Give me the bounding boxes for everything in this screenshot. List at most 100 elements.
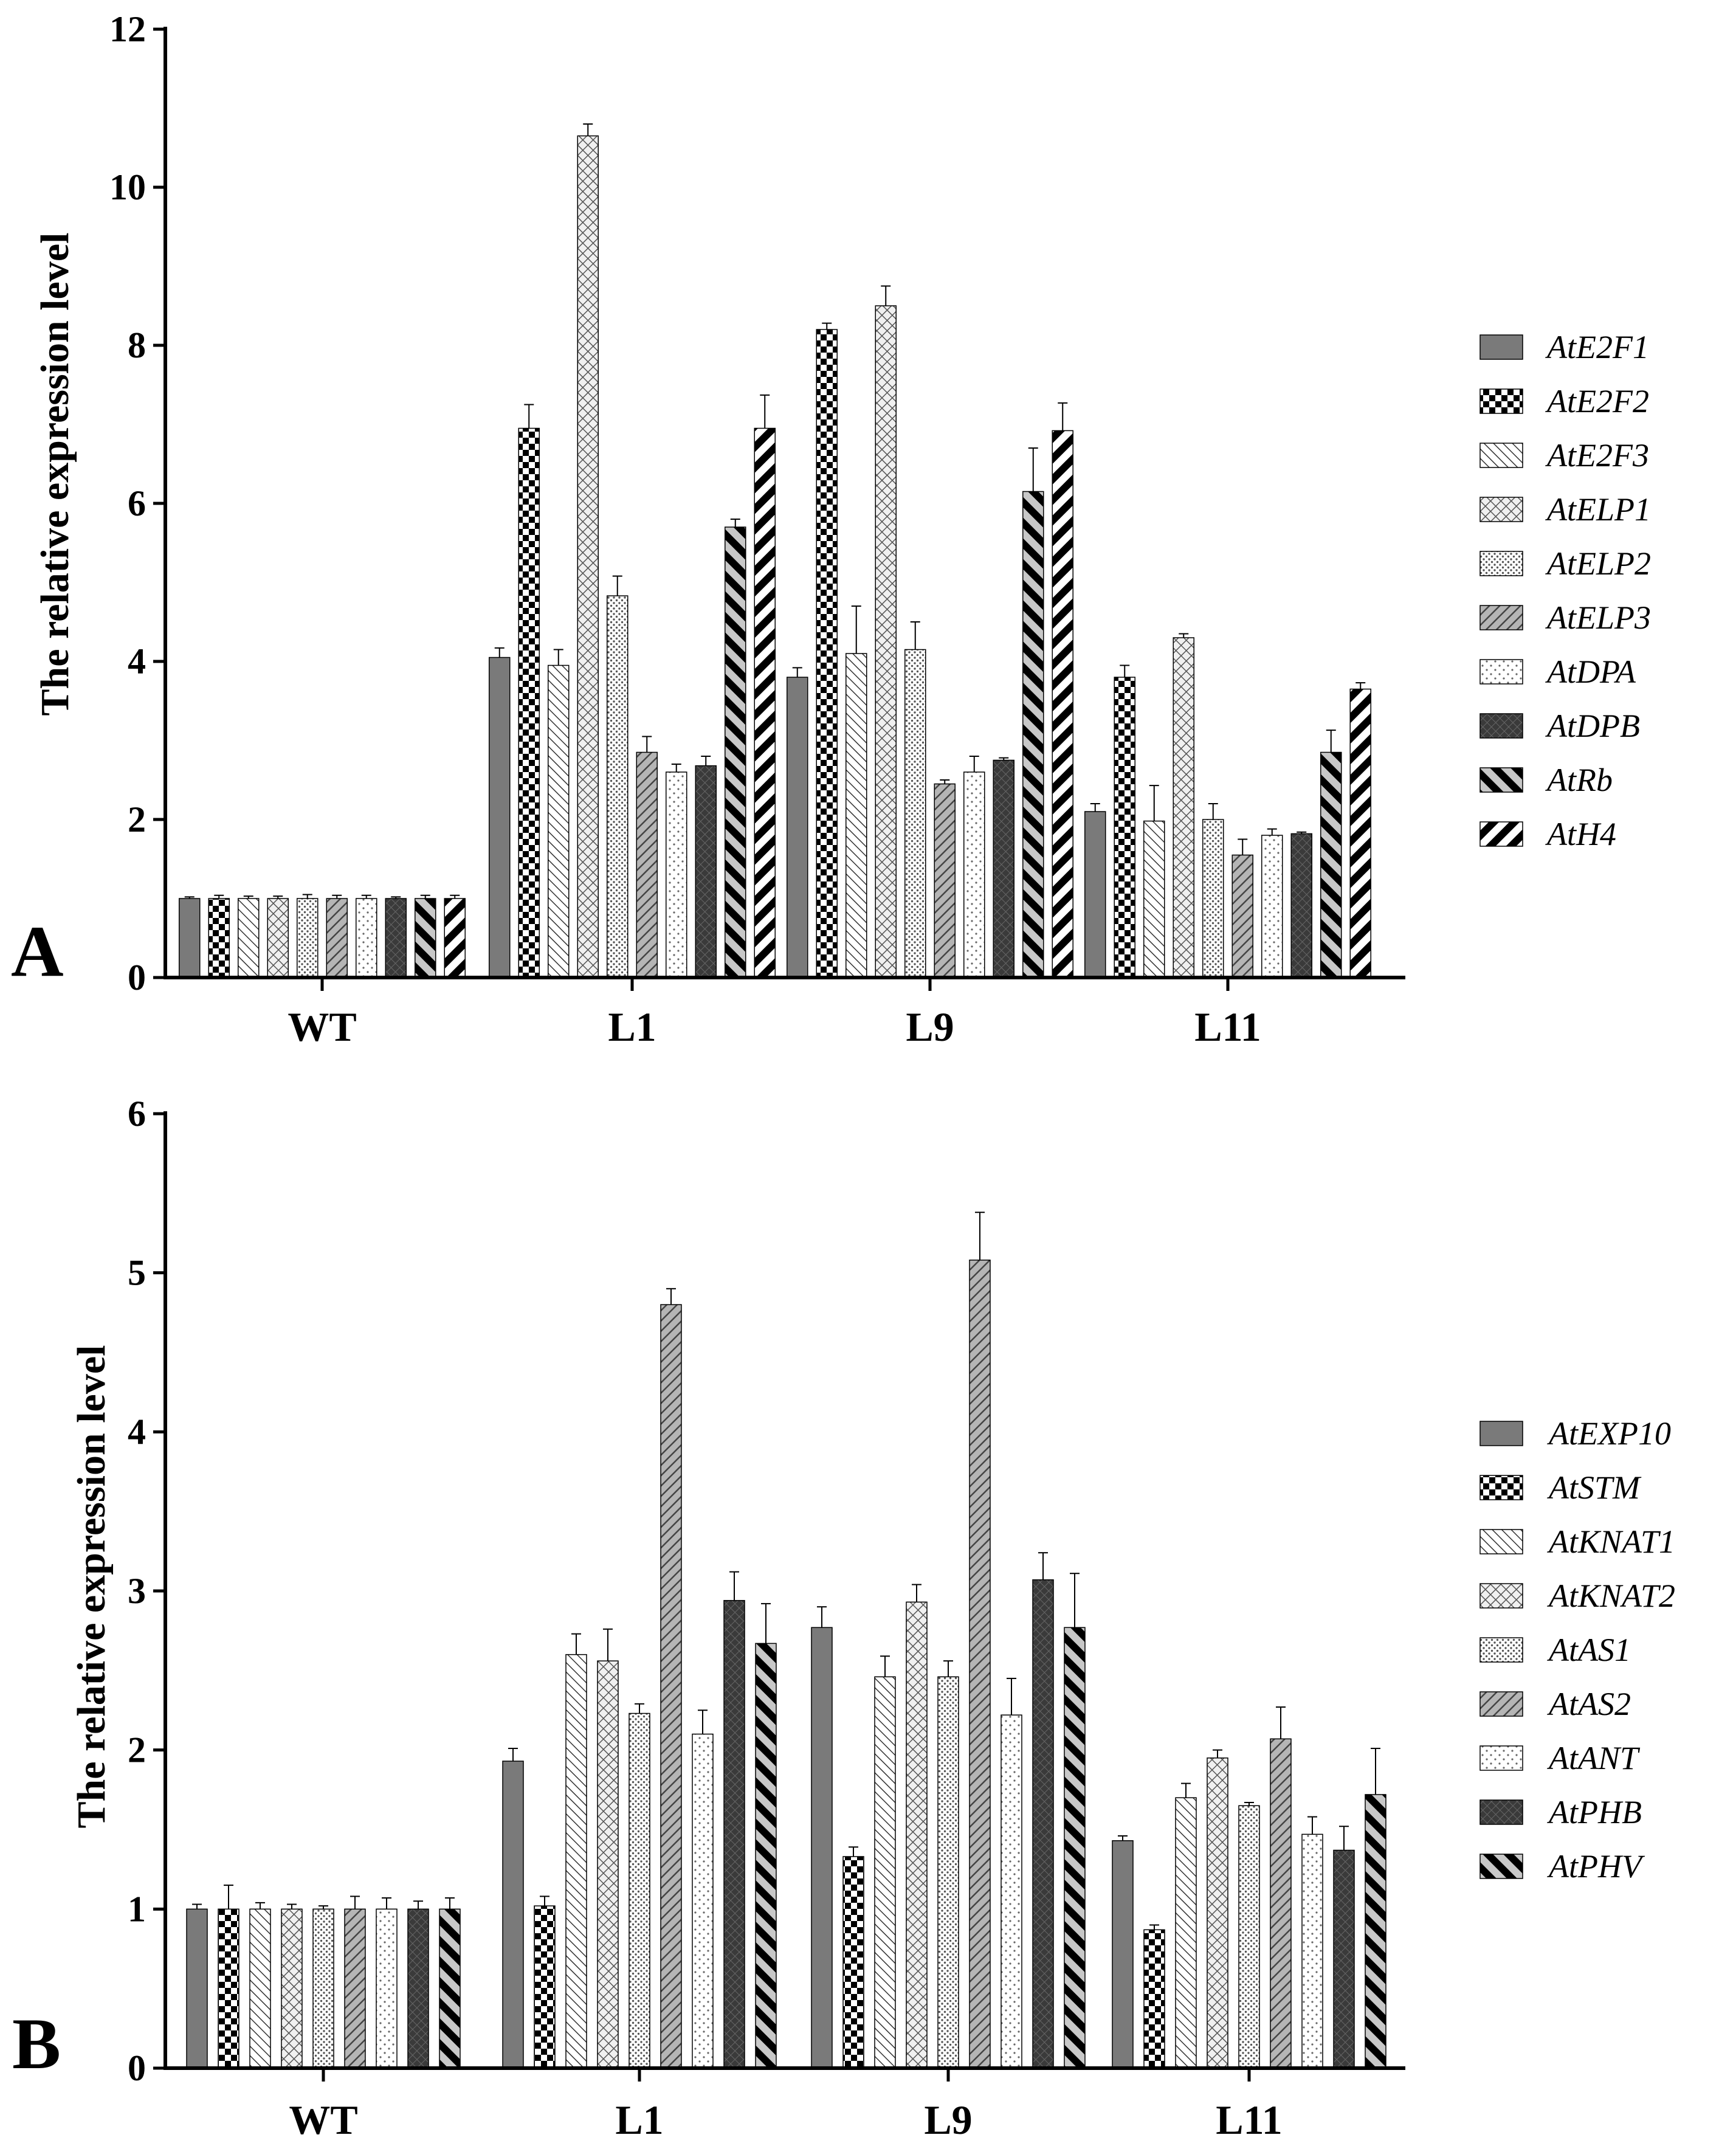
y-tick-label: 0 xyxy=(128,2048,146,2088)
bar-AtELP2-L11 xyxy=(1202,819,1224,978)
bar-AtE2F1-WT xyxy=(179,898,201,978)
bar-AtDPB-L9 xyxy=(993,759,1014,978)
x-category-label: L1 xyxy=(608,1004,656,1050)
y-tick-label: 10 xyxy=(109,167,146,207)
bar-AtKNAT1-WT xyxy=(249,1908,271,2069)
bar-AtE2F2-L1 xyxy=(518,427,540,978)
y-tick-label: 0 xyxy=(128,957,146,998)
bar-AtEXP10-L11 xyxy=(1112,1840,1134,2069)
bar-AtRb-L1 xyxy=(725,526,746,978)
legend-swatch-AtELP2 xyxy=(1479,551,1523,576)
legend-swatch-AtELP1 xyxy=(1479,497,1523,522)
x-category-label: L9 xyxy=(906,1004,954,1050)
bar-AtDPB-L1 xyxy=(695,765,717,978)
bar-AtDPA-L9 xyxy=(963,771,985,978)
legend-label-AtSTM: AtSTM xyxy=(1547,1469,1642,1506)
bar-AtELP1-L9 xyxy=(875,305,897,978)
bar-AtAS2-L1 xyxy=(660,1304,682,2069)
chart-panel-b: 0 1 2 3 4 5 6 WT L1 L9 L11 AtEXP10 AtSTM AtKNAT1 AtK… xyxy=(12,1094,1675,2143)
legend-label-AtE2F1: AtE2F1 xyxy=(1545,329,1649,365)
legend-swatch-AtPHV xyxy=(1479,1854,1523,1879)
legend-label-AtELP2: AtELP2 xyxy=(1545,545,1651,582)
bar-AtAS2-WT xyxy=(344,1908,366,2069)
bar-AtEXP10-L1 xyxy=(502,1761,524,2069)
y-tick-label: 2 xyxy=(128,1730,146,1770)
bar-AtSTM-L9 xyxy=(842,1856,864,2069)
bar-AtPHB-L9 xyxy=(1032,1579,1054,2069)
legend-swatch-AtDPB xyxy=(1479,713,1523,739)
bar-AtANT-L9 xyxy=(1001,1714,1022,2069)
legend-label-AtPHB: AtPHB xyxy=(1547,1794,1642,1830)
legend-swatch-AtH4 xyxy=(1479,821,1523,847)
bar-AtPHV-L9 xyxy=(1064,1627,1086,2069)
bar-AtH4-L1 xyxy=(754,427,776,978)
legend-label-AtKNAT2: AtKNAT2 xyxy=(1547,1578,1675,1614)
x-category-label: WT xyxy=(288,1004,356,1050)
legend-swatch-AtE2F3 xyxy=(1479,443,1523,468)
bar-AtPHB-WT xyxy=(407,1908,429,2069)
y-tick-label: 5 xyxy=(128,1253,146,1293)
legend-swatch-AtANT xyxy=(1479,1745,1523,1771)
legend-swatch-AtKNAT1 xyxy=(1479,1529,1523,1554)
panel-label: A xyxy=(11,911,64,992)
legend-label-AtEXP10: AtEXP10 xyxy=(1547,1415,1671,1452)
bar-AtE2F2-WT xyxy=(208,898,230,978)
legend-label-AtAS2: AtAS2 xyxy=(1547,1686,1631,1722)
legend-swatch-AtELP3 xyxy=(1479,605,1523,630)
bars-group xyxy=(186,1212,1386,2069)
bar-AtH4-L11 xyxy=(1349,688,1371,978)
legend-label-AtELP3: AtELP3 xyxy=(1545,599,1651,636)
legend-swatch-AtPHB xyxy=(1479,1799,1523,1825)
bar-AtAS1-L9 xyxy=(937,1676,959,2069)
legend-label-AtE2F3: AtE2F3 xyxy=(1545,437,1649,474)
legend-label-AtDPA: AtDPA xyxy=(1545,654,1636,690)
bar-AtELP3-L9 xyxy=(934,783,956,978)
x-category-label: WT xyxy=(289,2097,357,2143)
legend-swatch-AtSTM xyxy=(1479,1475,1523,1500)
legend-swatch-AtEXP10 xyxy=(1479,1421,1523,1446)
bar-AtAS1-L1 xyxy=(629,1713,650,2069)
bar-AtANT-L1 xyxy=(692,1733,714,2069)
legend-label-AtE2F2: AtE2F2 xyxy=(1545,383,1649,419)
bar-AtELP1-WT xyxy=(267,898,289,978)
bar-AtRb-WT xyxy=(415,898,436,978)
bar-AtSTM-WT xyxy=(218,1908,239,2069)
bar-AtPHV-L11 xyxy=(1365,1794,1386,2069)
y-ticks-group: 0 2 4 6 8 10 12 xyxy=(109,9,165,998)
x-category-label: L11 xyxy=(1216,2097,1283,2143)
bar-AtE2F3-L9 xyxy=(846,653,867,978)
y-tick-label: 12 xyxy=(109,9,146,49)
bar-AtPHV-L1 xyxy=(755,1643,777,2069)
bar-AtDPB-L11 xyxy=(1290,833,1312,978)
bar-AtDPA-L1 xyxy=(666,771,687,978)
bar-AtE2F1-L9 xyxy=(787,677,808,978)
bar-AtELP1-L1 xyxy=(577,135,599,978)
legend-label-AtPHV: AtPHV xyxy=(1547,1848,1645,1885)
panel-label: B xyxy=(12,2003,61,2084)
legend: AtE2F1 AtE2F2 AtE2F3 AtELP1 AtELP2 AtELP3 AtDP… xyxy=(1479,329,1651,852)
bar-AtANT-WT xyxy=(376,1908,398,2069)
bar-AtKNAT2-L11 xyxy=(1207,1757,1228,2069)
legend-swatch-AtRb xyxy=(1479,767,1523,793)
bar-AtEXP10-WT xyxy=(186,1908,208,2069)
bar-AtDPA-L11 xyxy=(1261,835,1283,978)
bar-AtH4-L9 xyxy=(1052,430,1073,978)
bar-AtANT-L11 xyxy=(1301,1833,1323,2069)
bar-AtE2F3-WT xyxy=(238,898,260,978)
bar-AtE2F2-L11 xyxy=(1114,677,1135,978)
bar-AtSTM-L1 xyxy=(534,1905,556,2069)
x-category-label: L9 xyxy=(924,2097,972,2143)
legend-swatch-AtAS1 xyxy=(1479,1637,1523,1663)
legend-swatch-AtAS2 xyxy=(1479,1691,1523,1717)
bar-AtELP2-L1 xyxy=(607,595,629,978)
bar-AtE2F2-L9 xyxy=(816,329,838,978)
bar-AtAS2-L11 xyxy=(1270,1738,1292,2069)
bar-AtRb-L9 xyxy=(1022,491,1044,978)
y-tick-label: 6 xyxy=(128,1094,146,1134)
bar-AtAS1-WT xyxy=(312,1908,334,2069)
x-categories-group: WT L1 L9 L11 xyxy=(288,978,1261,1050)
y-tick-label: 4 xyxy=(128,1412,146,1452)
y-axis-label: The relative expression level xyxy=(33,233,77,716)
y-tick-label: 3 xyxy=(128,1571,146,1611)
